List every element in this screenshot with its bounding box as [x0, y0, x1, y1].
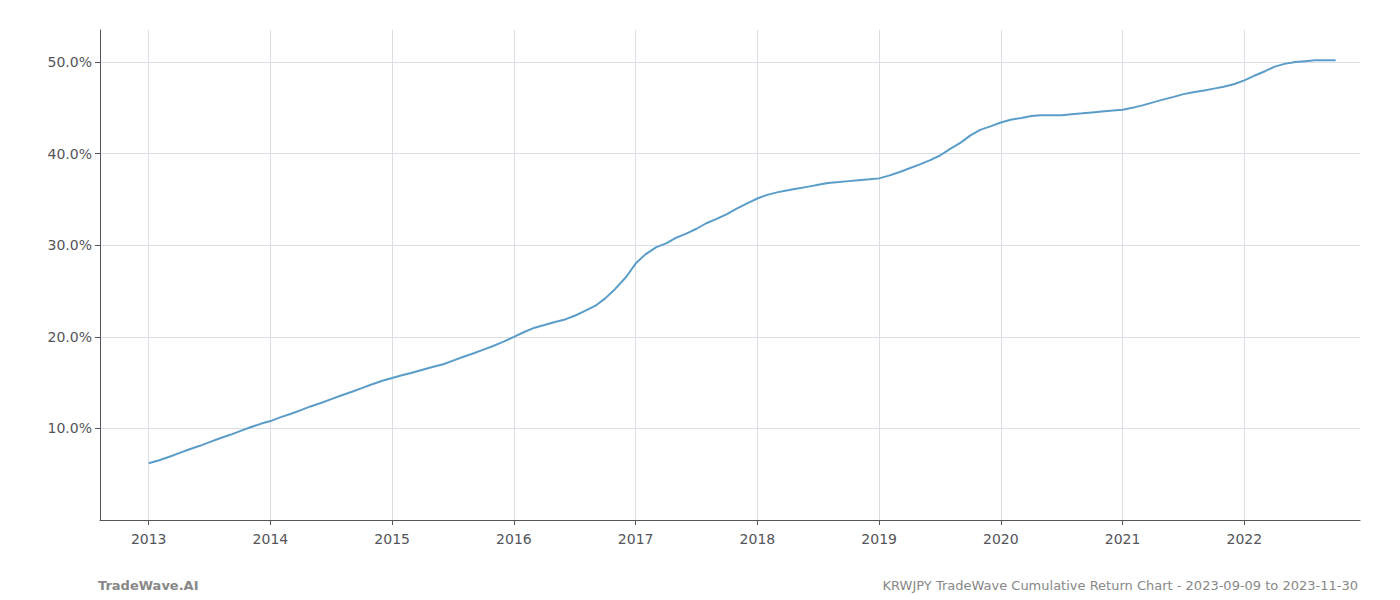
- svg-text:2015: 2015: [374, 531, 410, 547]
- svg-text:2017: 2017: [618, 531, 654, 547]
- svg-text:2013: 2013: [131, 531, 167, 547]
- svg-text:TradeWave.AI: TradeWave.AI: [98, 578, 199, 593]
- svg-text:2018: 2018: [740, 531, 776, 547]
- svg-text:40.0%: 40.0%: [48, 146, 92, 162]
- svg-text:KRWJPY TradeWave Cumulative Re: KRWJPY TradeWave Cumulative Return Chart…: [883, 578, 1358, 593]
- svg-text:2014: 2014: [253, 531, 289, 547]
- svg-text:50.0%: 50.0%: [48, 54, 92, 70]
- svg-text:2020: 2020: [983, 531, 1019, 547]
- svg-text:2016: 2016: [496, 531, 532, 547]
- svg-text:10.0%: 10.0%: [48, 420, 92, 436]
- svg-text:2019: 2019: [861, 531, 897, 547]
- svg-text:2021: 2021: [1105, 531, 1141, 547]
- svg-text:20.0%: 20.0%: [48, 329, 92, 345]
- svg-text:30.0%: 30.0%: [48, 237, 92, 253]
- svg-text:2022: 2022: [1227, 531, 1263, 547]
